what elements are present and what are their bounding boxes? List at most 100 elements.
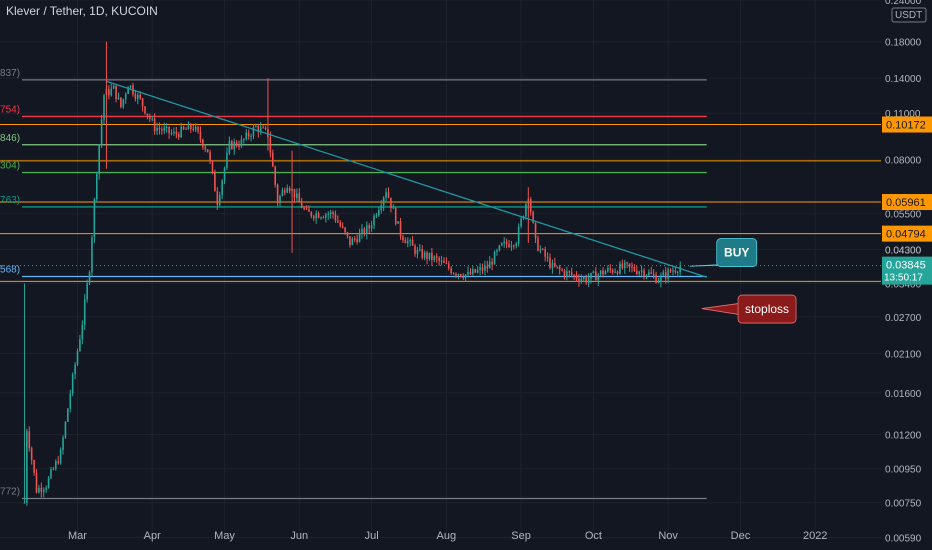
fib-label-0: 0(0.13837) xyxy=(0,68,20,79)
candle-body-36 xyxy=(110,88,113,96)
horizontal-levels xyxy=(0,124,881,282)
candle-body-172 xyxy=(438,257,440,261)
candle-body-166 xyxy=(423,252,426,258)
candle-body-167 xyxy=(426,252,428,259)
candle-body-223 xyxy=(561,269,563,271)
candle-body-88 xyxy=(235,141,238,146)
candle-body-52 xyxy=(149,115,151,119)
candle-body-191 xyxy=(484,265,486,271)
x-tick-label-7: Oct xyxy=(585,530,602,542)
candle-body-27 xyxy=(88,272,91,284)
x-tick-label-10: 2022 xyxy=(803,530,827,542)
stoploss-callout-box xyxy=(737,294,797,324)
candle-body-40 xyxy=(120,97,122,107)
candle-body-110 xyxy=(288,188,291,192)
stoploss-callout-pointer xyxy=(701,302,743,316)
candle-body-107 xyxy=(281,190,284,196)
candle-body-250 xyxy=(626,262,628,264)
candle-body-9 xyxy=(45,487,47,490)
candle-body-260 xyxy=(650,272,653,274)
candle-body-165 xyxy=(421,249,424,258)
candle-body-253 xyxy=(633,266,636,271)
candle-body-87 xyxy=(233,141,236,150)
candle-body-25 xyxy=(83,299,86,325)
trendline[interactable] xyxy=(106,80,707,278)
y-tick-label-11: 0.11000 xyxy=(885,109,921,120)
candle-body-264 xyxy=(660,275,662,282)
candle-body-145 xyxy=(373,215,375,226)
candle-body-141 xyxy=(363,228,366,235)
y-unit-label: USDT xyxy=(895,10,922,21)
candle-body-117 xyxy=(305,208,308,210)
candle-body-195 xyxy=(493,251,496,265)
candle-body-109 xyxy=(286,188,289,193)
candle-body-241 xyxy=(604,271,607,275)
candle-body-218 xyxy=(549,257,551,268)
candle-body-147 xyxy=(378,210,380,216)
candle-body-251 xyxy=(628,263,631,267)
candle-body-83 xyxy=(223,167,226,181)
candle-body-68 xyxy=(187,124,190,130)
candle-body-85 xyxy=(228,141,231,153)
candle-body-104 xyxy=(274,166,276,185)
candle-body-222 xyxy=(558,266,561,270)
candle-body-142 xyxy=(365,225,368,235)
candle-body-57 xyxy=(161,129,163,131)
candle-body-18 xyxy=(67,408,69,422)
candle-body-151 xyxy=(387,192,390,198)
fibonacci-retracement[interactable]: 0(0.13837) 0.236(0.10754) 0.382(0.08846) 0.… xyxy=(0,68,707,500)
price-axis[interactable]: 0.00590 0.00750 0.00950 0.01200 0.01600 0.021… xyxy=(885,0,927,545)
candle-body-32 xyxy=(100,119,103,145)
candle-body-39 xyxy=(117,97,120,100)
current-price-tag: 0.03845 xyxy=(886,260,926,272)
candle-body-53 xyxy=(151,118,154,120)
candle-body-155 xyxy=(397,221,399,224)
candle-body-156 xyxy=(399,221,402,237)
candle-body-120 xyxy=(312,216,315,219)
candle-body-247 xyxy=(619,263,621,274)
candle-body-204 xyxy=(515,243,518,246)
candle-body-159 xyxy=(406,241,409,244)
candle-body-55 xyxy=(156,127,158,131)
fib-label-3: 0.5(0.07304) xyxy=(0,161,20,172)
candle-body-81 xyxy=(218,194,221,205)
fib-label-4: 0.618(0.05763) xyxy=(0,195,20,206)
candle-body-113 xyxy=(296,193,298,198)
candle-body-51 xyxy=(146,113,149,116)
price-tag-bg-3 xyxy=(882,225,932,242)
candle-body-171 xyxy=(435,256,438,258)
candle-body-3 xyxy=(30,448,33,461)
candle-body-262 xyxy=(655,275,657,283)
y-tick-label-10: 0.08000 xyxy=(885,155,922,166)
annotations[interactable]: BUY stoploss xyxy=(689,238,797,324)
y-tick-label-7: 0.03400 xyxy=(885,279,922,290)
candle-body-65 xyxy=(180,126,182,138)
time-axis[interactable]: Mar Apr May Jun Jul Aug Sep Oct Nov Dec 2022 xyxy=(68,530,827,542)
candle-body-248 xyxy=(621,263,624,269)
candle-body-19 xyxy=(69,393,72,409)
candle-body-149 xyxy=(382,197,385,206)
candle-body-47 xyxy=(136,94,139,99)
candle-body-30 xyxy=(95,173,98,200)
candle-body-59 xyxy=(165,126,168,128)
candle-body-213 xyxy=(537,238,539,251)
candle-body-100 xyxy=(264,127,267,130)
candle-body-86 xyxy=(230,141,233,150)
candle-body-148 xyxy=(380,205,383,211)
candle-body-102 xyxy=(269,137,272,153)
candle-body-200 xyxy=(505,241,508,245)
candle-body-193 xyxy=(488,261,491,269)
candle-body-91 xyxy=(243,138,245,140)
candle-body-138 xyxy=(356,239,358,243)
candle-body-227 xyxy=(570,272,573,276)
candle-body-128 xyxy=(332,211,334,215)
candle-body-212 xyxy=(534,222,537,239)
candle-body-238 xyxy=(597,274,600,281)
candle-body-239 xyxy=(599,270,602,275)
candle-body-2 xyxy=(28,431,31,449)
candle-body-202 xyxy=(510,245,513,248)
candle-body-271 xyxy=(676,272,679,274)
x-tick-label-6: Sep xyxy=(511,530,531,542)
